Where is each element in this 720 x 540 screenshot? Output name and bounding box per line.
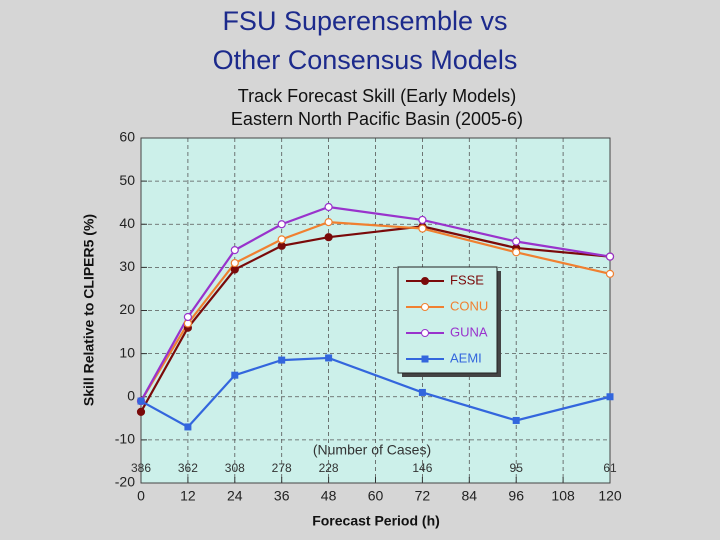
- legend-marker: [421, 329, 429, 337]
- legend-label: AEMI: [450, 350, 482, 365]
- marker: [278, 356, 286, 364]
- x-tick-label: 96: [508, 488, 524, 504]
- marker: [324, 233, 333, 242]
- case-count: 386: [131, 461, 151, 475]
- marker: [324, 217, 333, 227]
- legend-marker: [421, 355, 429, 363]
- x-tick-label: 12: [180, 488, 196, 504]
- marker: [418, 215, 427, 225]
- x-tick-label: 0: [137, 488, 145, 504]
- legend: [397, 266, 498, 374]
- marker: [418, 224, 427, 233]
- marker: [230, 246, 239, 255]
- legend-marker: [421, 303, 429, 311]
- chart-title: Eastern North Pacific Basin (2005-6): [231, 109, 523, 129]
- marker: [418, 388, 426, 396]
- page-title: Other Consensus Models: [213, 45, 518, 75]
- case-count: 228: [319, 461, 339, 475]
- x-tick-label: 84: [462, 488, 478, 504]
- y-axis-label: Skill Relative to CLIPER5 (%): [81, 214, 97, 406]
- marker: [325, 354, 333, 362]
- x-tick-label: 24: [227, 488, 243, 504]
- marker: [605, 252, 615, 261]
- y-tick-label: 40: [119, 215, 135, 231]
- marker: [277, 235, 286, 244]
- marker: [512, 237, 521, 246]
- marker: [605, 269, 615, 278]
- chart-title: Track Forecast Skill (Early Models): [238, 86, 516, 106]
- series-line: [140, 205, 611, 402]
- x-tick-label: 36: [274, 488, 290, 504]
- case-count: 146: [412, 461, 432, 475]
- x-axis-label: Forecast Period (h): [312, 513, 440, 529]
- y-tick-label: 20: [119, 301, 135, 317]
- marker: [183, 312, 192, 322]
- y-tick-label: 30: [119, 258, 135, 274]
- series-line: [140, 220, 611, 402]
- case-count: 95: [510, 461, 524, 475]
- x-tick-label: 120: [598, 488, 622, 504]
- series-line: [140, 356, 611, 429]
- marker: [277, 220, 286, 229]
- plot-border: [140, 137, 611, 484]
- y-tick-label: 10: [119, 344, 135, 360]
- legend-label: CONU: [450, 298, 488, 313]
- series-line: [140, 225, 611, 413]
- marker: [324, 202, 333, 212]
- y-tick-label: 0: [127, 387, 135, 403]
- cases-label: (Number of Cases): [313, 442, 431, 458]
- marker: [606, 393, 614, 401]
- legend-label: GUNA: [450, 324, 488, 339]
- marker: [184, 423, 192, 431]
- case-count: 61: [603, 461, 617, 475]
- x-tick-label: 72: [415, 488, 431, 504]
- legend-label: FSSE: [450, 272, 484, 287]
- y-tick-label: -10: [115, 431, 135, 447]
- marker: [231, 371, 239, 379]
- marker: [137, 397, 145, 405]
- page-title: FSU Superensemble vs: [222, 6, 507, 36]
- marker: [230, 258, 239, 268]
- case-count: 308: [225, 461, 245, 475]
- y-tick-label: -20: [115, 474, 135, 490]
- y-tick-label: 50: [119, 172, 135, 188]
- marker: [512, 248, 521, 257]
- x-tick-label: 108: [551, 488, 575, 504]
- case-count: 362: [178, 461, 198, 475]
- x-tick-label: 48: [321, 488, 337, 504]
- legend-marker: [421, 277, 429, 285]
- case-count: 278: [272, 461, 292, 475]
- x-tick-label: 60: [368, 488, 384, 504]
- marker: [136, 407, 146, 416]
- y-tick-label: 60: [119, 129, 135, 145]
- marker: [512, 416, 520, 424]
